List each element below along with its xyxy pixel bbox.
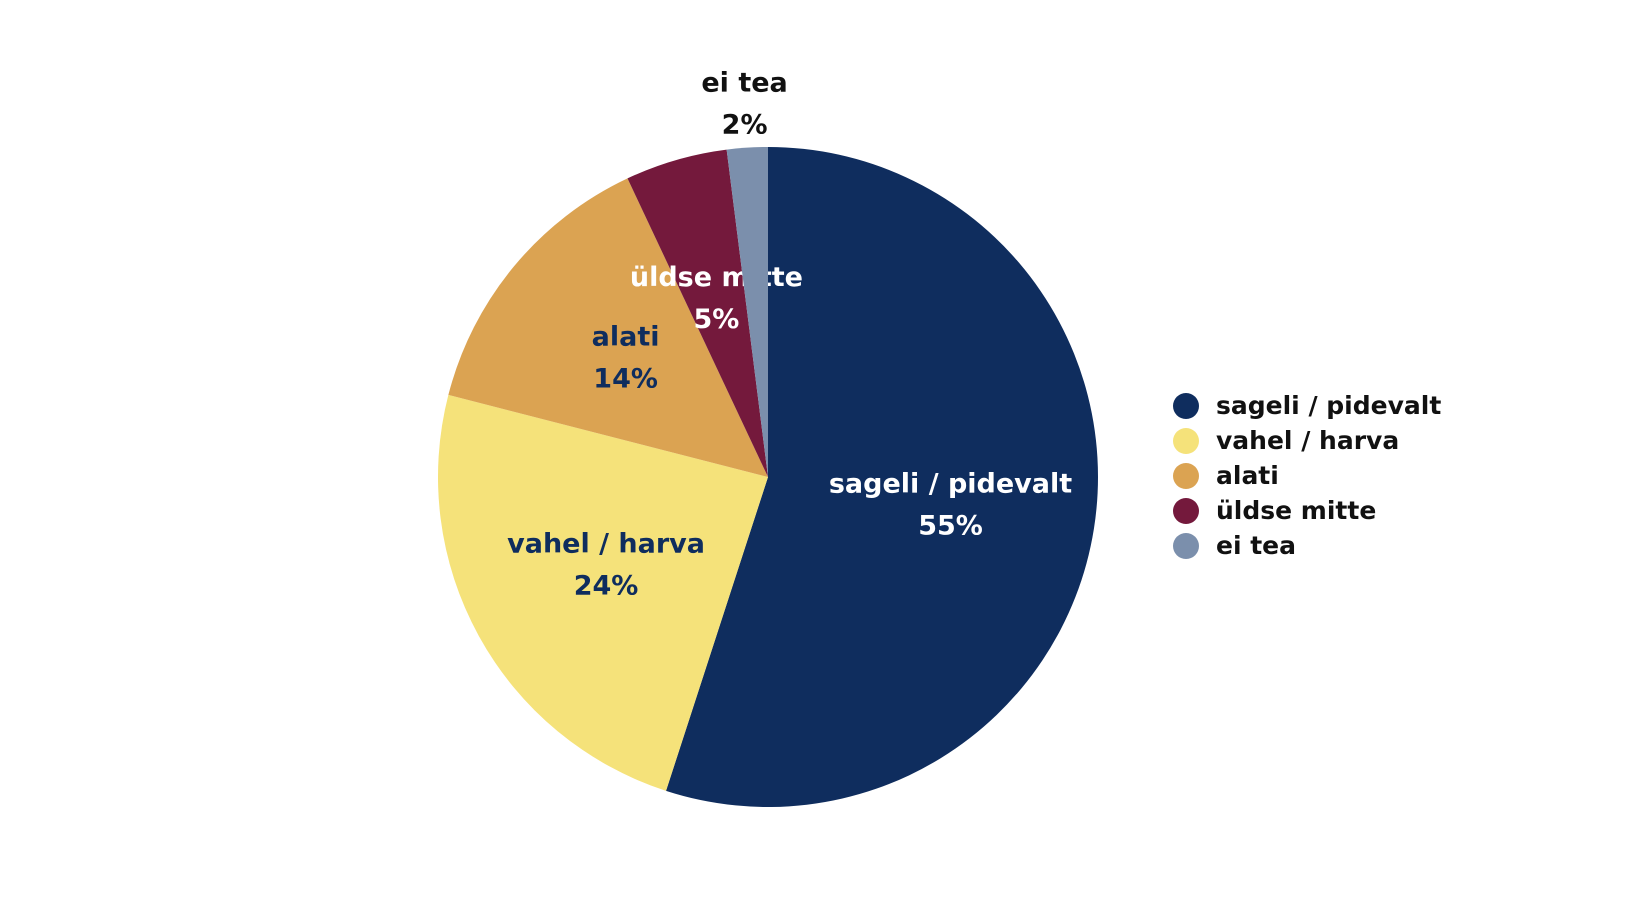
slice-value-label: 14% [593, 364, 658, 395]
slice-label: alati [592, 322, 660, 353]
legend-marker [1173, 533, 1199, 559]
pie-slice [448, 178, 768, 477]
legend-marker [1173, 428, 1199, 454]
pie-slice [726, 147, 768, 477]
pie-slice [627, 149, 768, 477]
slice-label: sageli / pidevalt [829, 468, 1072, 499]
slice-label: vahel / harva [507, 529, 705, 560]
legend-label: sageli / pidevalt [1216, 391, 1441, 420]
legend-label: alati [1216, 461, 1279, 490]
slice-value-label: 2% [722, 109, 768, 140]
legend-marker [1173, 463, 1199, 489]
legend-marker [1173, 393, 1199, 419]
slice-value-label: 5% [694, 304, 740, 335]
legend-label: vahel / harva [1216, 426, 1399, 455]
slice-value-label: 55% [918, 510, 983, 541]
slice-label: üldse mitte [630, 262, 803, 293]
pie-slice [438, 394, 768, 791]
pie-slice [666, 146, 1099, 808]
legend-marker [1173, 498, 1199, 524]
slice-label: ei tea [701, 67, 787, 98]
slice-value-label: 24% [574, 571, 639, 602]
legend-label: ei tea [1216, 531, 1296, 560]
legend-label: üldse mitte [1216, 496, 1376, 525]
